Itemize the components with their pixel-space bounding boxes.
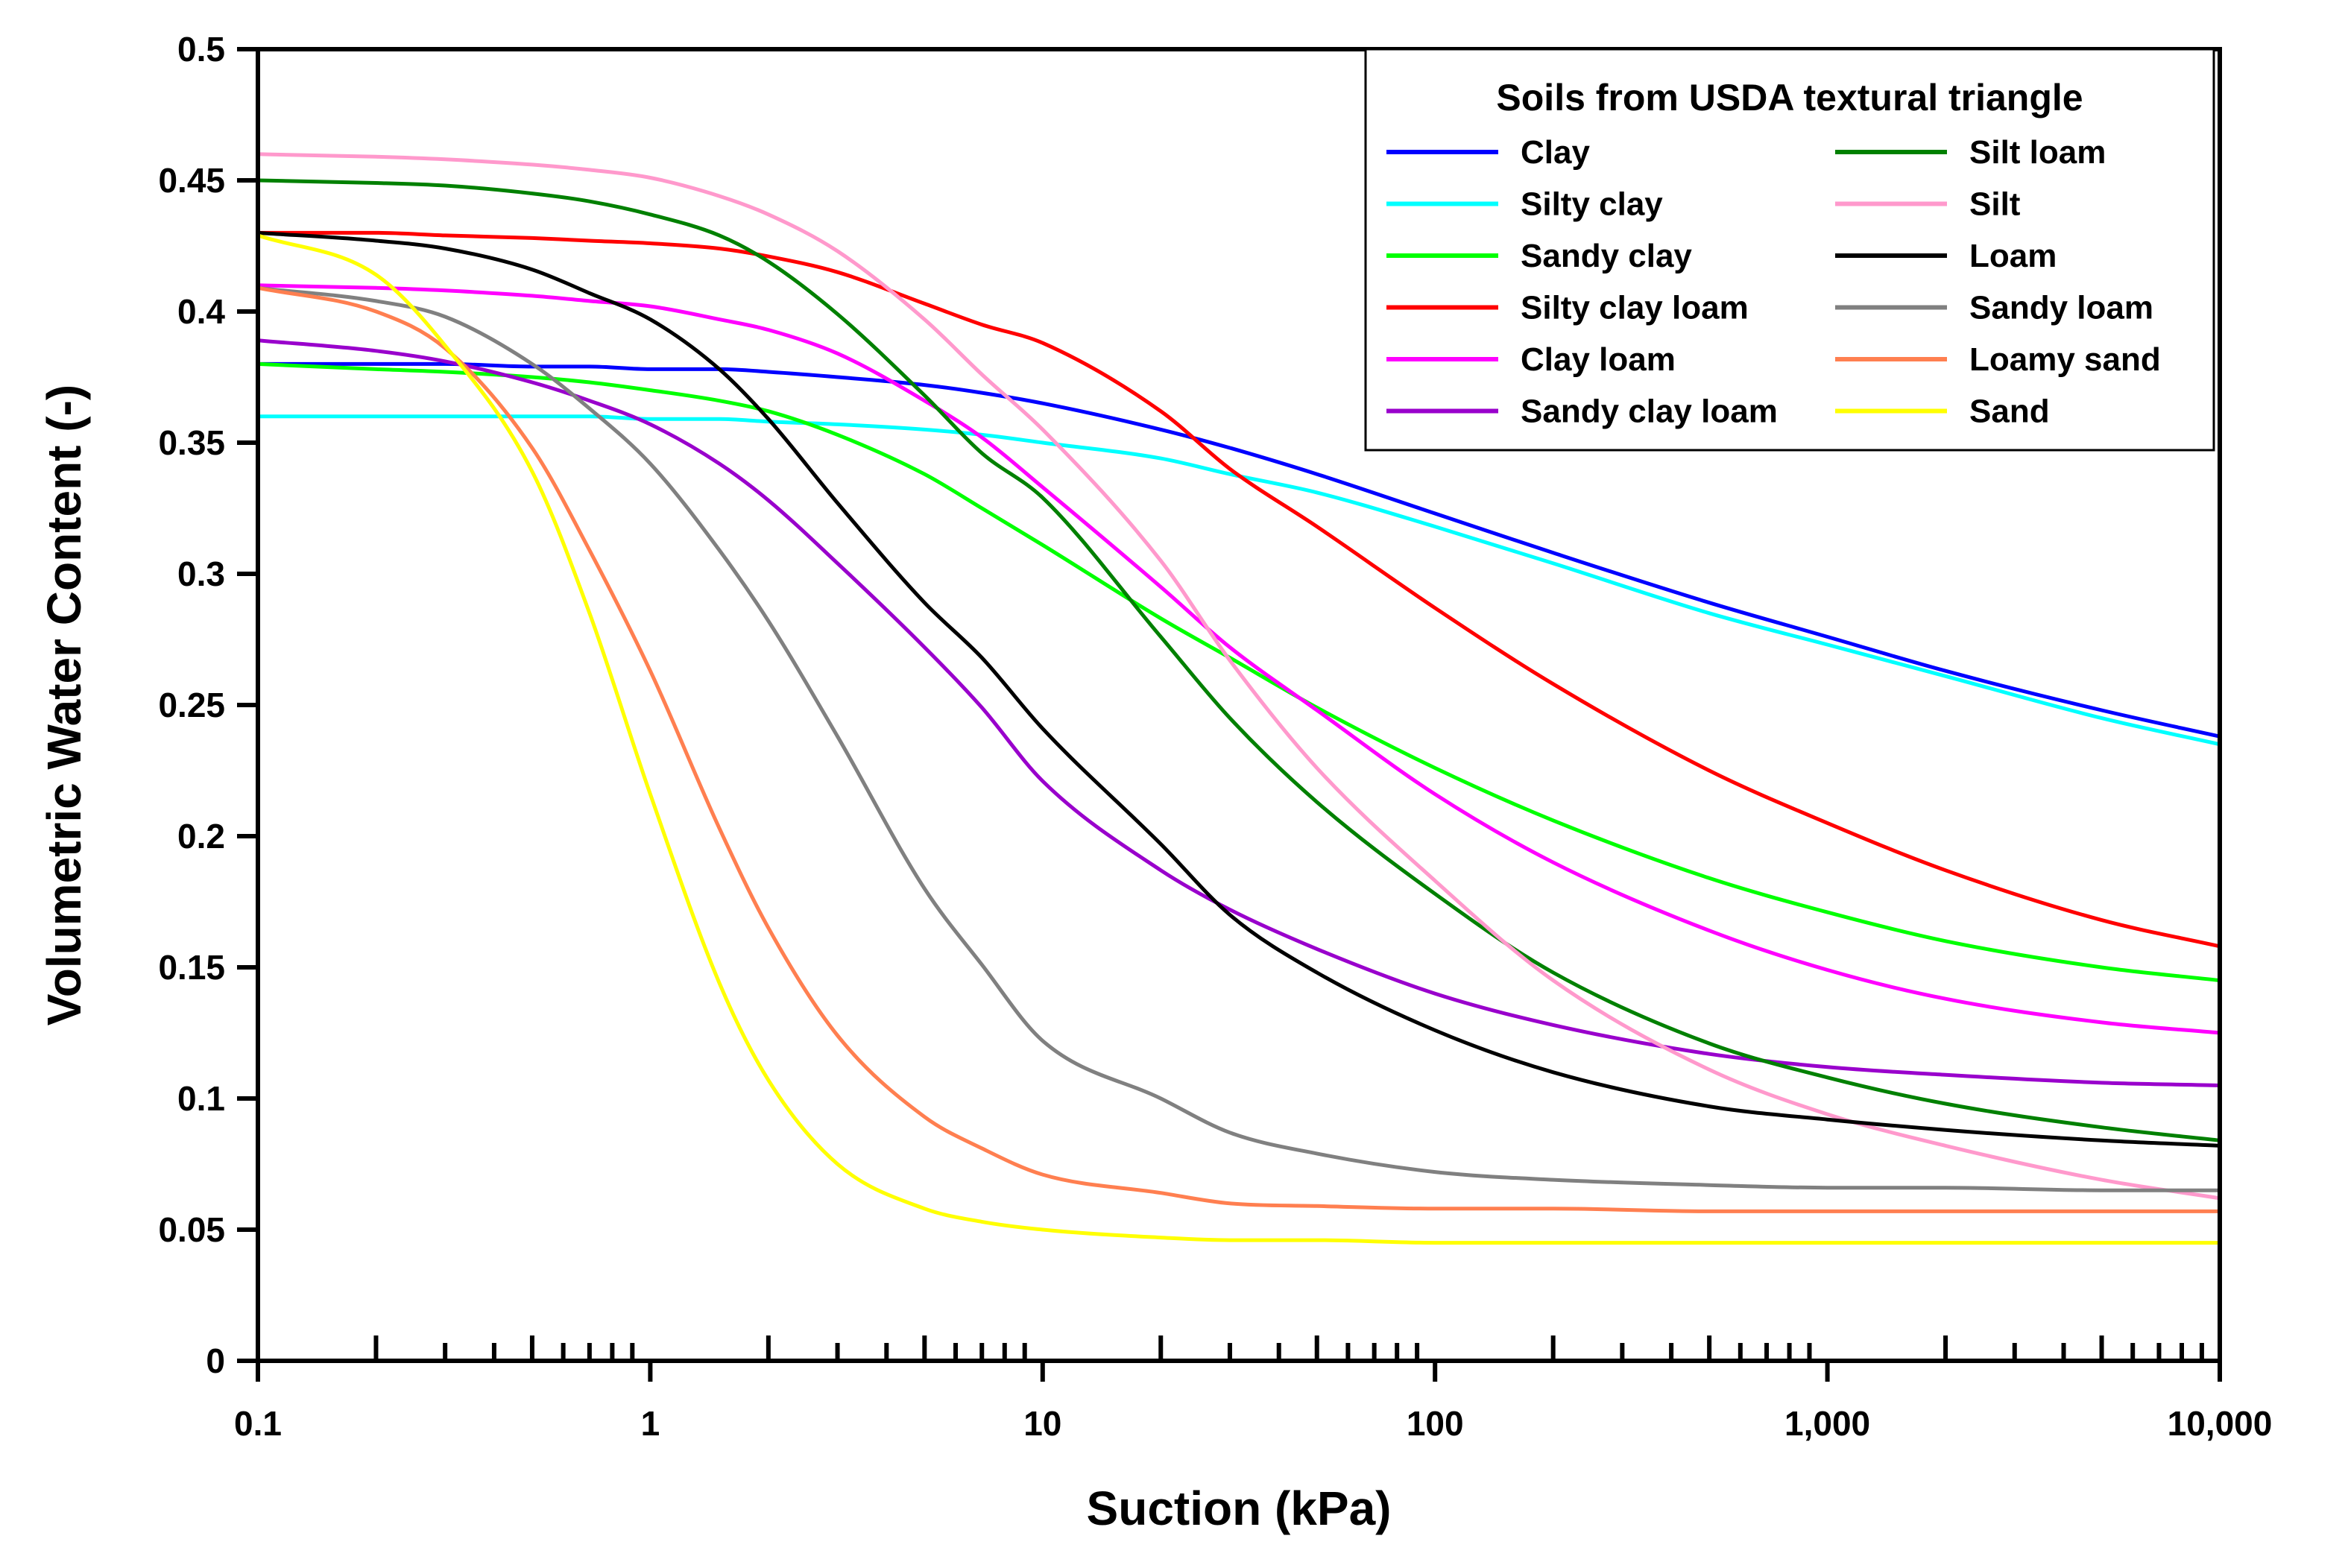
series-line-clay-loam (256, 283, 2222, 1035)
y-tick-label: 0.05 (158, 1210, 225, 1249)
legend-label-loam: Loam (1969, 238, 2057, 274)
y-tick-label: 0.5 (177, 30, 225, 69)
legend-label-clay: Clay (1521, 134, 1590, 171)
x-axis-title: Suction (kPa) (1087, 1482, 1392, 1535)
y-tick-label: 0 (206, 1341, 225, 1380)
y-axis-title: Volumetric Water Content (-) (37, 385, 91, 1025)
series-line-silt-loam (256, 178, 2222, 1142)
series-line-sandy-loam (256, 285, 2222, 1192)
x-tick-label: 1 (641, 1404, 660, 1443)
legend: Soils from USDA textural triangle Clay Sil… (1364, 48, 2215, 452)
legend-label-sandy-clay-loam: Sandy clay loam (1521, 393, 1778, 430)
y-tick-label: 0.2 (177, 817, 225, 856)
legend-label-silty-clay: Silty clay (1521, 186, 1663, 223)
legend-box (1364, 48, 2215, 452)
y-tick-label: 0.1 (177, 1079, 225, 1118)
series-lines (256, 152, 2222, 1245)
x-tick-label: 0.1 (234, 1404, 282, 1443)
y-tick-label: 0.45 (158, 161, 225, 200)
series-line-clay (256, 361, 2222, 739)
y-tick-label: 0.15 (158, 948, 225, 987)
legend-label-sandy-loam: Sandy loam (1969, 290, 2153, 326)
series-line-sand (256, 233, 2222, 1245)
x-tick-label: 10 (1023, 1404, 1061, 1443)
series-line-loamy-sand (256, 285, 2222, 1213)
y-tick-label: 0.25 (158, 686, 225, 724)
x-tick-label: 10,000 (2168, 1404, 2273, 1443)
legend-label-sand: Sand (1969, 393, 2050, 430)
legend-title: Soils from USDA textural triangle (1496, 77, 2083, 118)
x-tick-label: 1,000 (1784, 1404, 1870, 1443)
legend-label-clay-loam: Clay loam (1521, 341, 1676, 378)
series-line-silty-clay (256, 414, 2222, 747)
series-line-sandy-clay-loam (256, 338, 2222, 1087)
x-tick-label: 100 (1407, 1404, 1464, 1443)
y-tick-label: 0.4 (177, 292, 225, 331)
legend-label-loamy-sand: Loamy sand (1969, 341, 2161, 378)
series-line-loam (256, 230, 2222, 1148)
legend-label-silt: Silt (1969, 186, 2021, 223)
legend-label-silty-clay-loam: Silty clay loam (1521, 290, 1749, 326)
legend-label-sandy-clay: Sandy clay (1521, 238, 1692, 274)
series-line-silt (256, 152, 2222, 1201)
y-tick-label: 0.3 (177, 554, 225, 593)
series-line-sandy-clay (256, 361, 2222, 983)
y-tick-label: 0.35 (158, 423, 225, 462)
series-line-silty-clay-loam (256, 230, 2222, 949)
axes: 0 0.05 0.1 0.15 0.2 0.25 0.3 0.35 0.4 0.45 0.5 0.1 1… (158, 30, 2272, 1443)
legend-label-silt-loam: Silt loam (1969, 134, 2106, 171)
